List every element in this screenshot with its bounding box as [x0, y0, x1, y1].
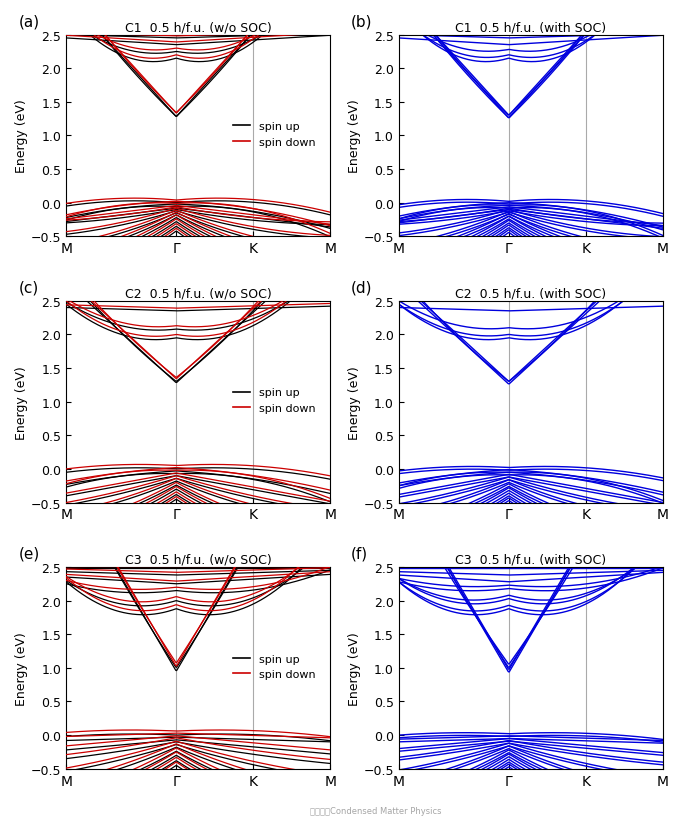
Text: 公众号：Condensed Matter Physics: 公众号：Condensed Matter Physics	[311, 806, 442, 815]
Title: C2  0.5 h/f.u. (with SOC): C2 0.5 h/f.u. (with SOC)	[456, 287, 607, 301]
Y-axis label: Energy (eV): Energy (eV)	[347, 631, 360, 705]
Text: (f): (f)	[351, 546, 368, 561]
Text: (e): (e)	[18, 546, 40, 561]
Title: C1  0.5 h/f.u. (with SOC): C1 0.5 h/f.u. (with SOC)	[456, 21, 607, 34]
Legend: spin up, spin down: spin up, spin down	[228, 118, 319, 152]
Legend: spin up, spin down: spin up, spin down	[228, 649, 319, 684]
Y-axis label: Energy (eV): Energy (eV)	[15, 365, 28, 439]
Text: (d): (d)	[351, 280, 373, 296]
Text: (a): (a)	[18, 15, 40, 29]
Y-axis label: Energy (eV): Energy (eV)	[347, 365, 360, 439]
Title: C1  0.5 h/f.u. (w/o SOC): C1 0.5 h/f.u. (w/o SOC)	[125, 21, 272, 34]
Title: C3  0.5 h/f.u. (w/o SOC): C3 0.5 h/f.u. (w/o SOC)	[125, 553, 272, 566]
Text: (c): (c)	[18, 280, 39, 296]
Title: C3  0.5 h/f.u. (with SOC): C3 0.5 h/f.u. (with SOC)	[456, 553, 607, 566]
Y-axis label: Energy (eV): Energy (eV)	[15, 99, 28, 173]
Title: C2  0.5 h/f.u. (w/o SOC): C2 0.5 h/f.u. (w/o SOC)	[125, 287, 272, 301]
Legend: spin up, spin down: spin up, spin down	[228, 383, 319, 418]
Y-axis label: Energy (eV): Energy (eV)	[347, 99, 360, 173]
Text: (b): (b)	[351, 15, 373, 29]
Y-axis label: Energy (eV): Energy (eV)	[15, 631, 28, 705]
